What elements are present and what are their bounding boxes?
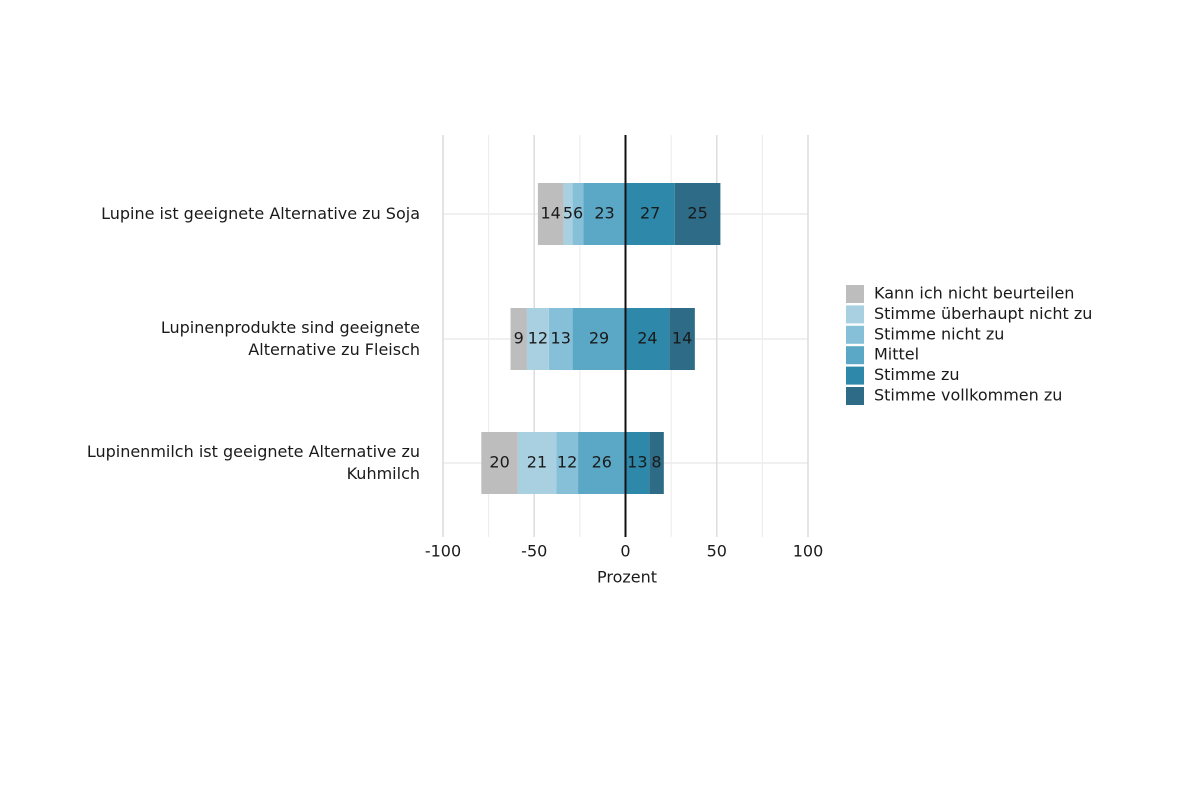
value-label: 8 xyxy=(651,453,661,472)
legend-swatch xyxy=(846,325,864,344)
y-tick-label: Lupine ist geeignete Alternative zu Soja xyxy=(101,204,420,223)
legend-label: Stimme vollkommen zu xyxy=(874,386,1062,405)
value-label: 27 xyxy=(640,204,660,223)
value-label: 5 xyxy=(563,204,573,223)
bar-segment xyxy=(548,308,573,370)
legend-swatch xyxy=(846,346,864,365)
bar-segment xyxy=(578,432,626,494)
bar-segment xyxy=(649,432,664,494)
bar-segment xyxy=(572,183,584,245)
bar-segment xyxy=(625,308,670,370)
bar-segment xyxy=(583,183,626,245)
bar-segment xyxy=(537,183,564,245)
legend-label: Kann ich nicht beurteilen xyxy=(874,284,1074,303)
x-tick-label: -50 xyxy=(521,542,547,561)
bar-segment xyxy=(625,183,675,245)
bar-segment xyxy=(674,183,721,245)
bar-segment xyxy=(481,432,518,494)
legend-swatch xyxy=(846,285,864,303)
value-label: 14 xyxy=(540,204,560,223)
value-label: 9 xyxy=(514,329,524,348)
value-label: 13 xyxy=(627,453,647,472)
value-label: 13 xyxy=(551,329,571,348)
bar-segment xyxy=(526,308,549,370)
bar-segment xyxy=(510,308,527,370)
value-label: 20 xyxy=(489,453,509,472)
value-label: 24 xyxy=(637,329,657,348)
value-label: 23 xyxy=(594,204,614,223)
legend-label: Stimme überhaupt nicht zu xyxy=(874,304,1092,323)
legend-label: Mittel xyxy=(874,345,919,364)
legend-label: Stimme zu xyxy=(874,365,960,384)
value-label: 12 xyxy=(557,453,577,472)
x-axis-label: Prozent xyxy=(597,568,657,587)
x-tick-label: -100 xyxy=(425,542,461,561)
y-tick-label: Lupinenmilch ist geeignete Alternative z… xyxy=(86,442,420,483)
bar-segment xyxy=(517,432,557,494)
y-tick-label: Lupinenprodukte sind geeignete Alternati… xyxy=(160,318,420,359)
bar-segment xyxy=(572,308,626,370)
bar-segment xyxy=(625,432,650,494)
bar-segment xyxy=(563,183,573,245)
value-label: 12 xyxy=(528,329,548,348)
x-tick-label: 0 xyxy=(620,542,630,561)
legend-swatch xyxy=(846,366,864,385)
legend-swatch xyxy=(846,305,864,324)
value-label: 25 xyxy=(687,204,707,223)
legend-swatch xyxy=(846,387,864,405)
bar-segment xyxy=(669,308,695,370)
value-label: 21 xyxy=(527,453,547,472)
bar-segment xyxy=(556,432,579,494)
value-label: 14 xyxy=(672,329,692,348)
x-tick-label: 100 xyxy=(793,542,824,561)
value-label: 26 xyxy=(592,453,612,472)
value-label: 6 xyxy=(573,204,583,223)
value-label: 29 xyxy=(589,329,609,348)
legend-label: Stimme nicht zu xyxy=(874,324,1004,343)
x-tick-label: 50 xyxy=(707,542,727,561)
